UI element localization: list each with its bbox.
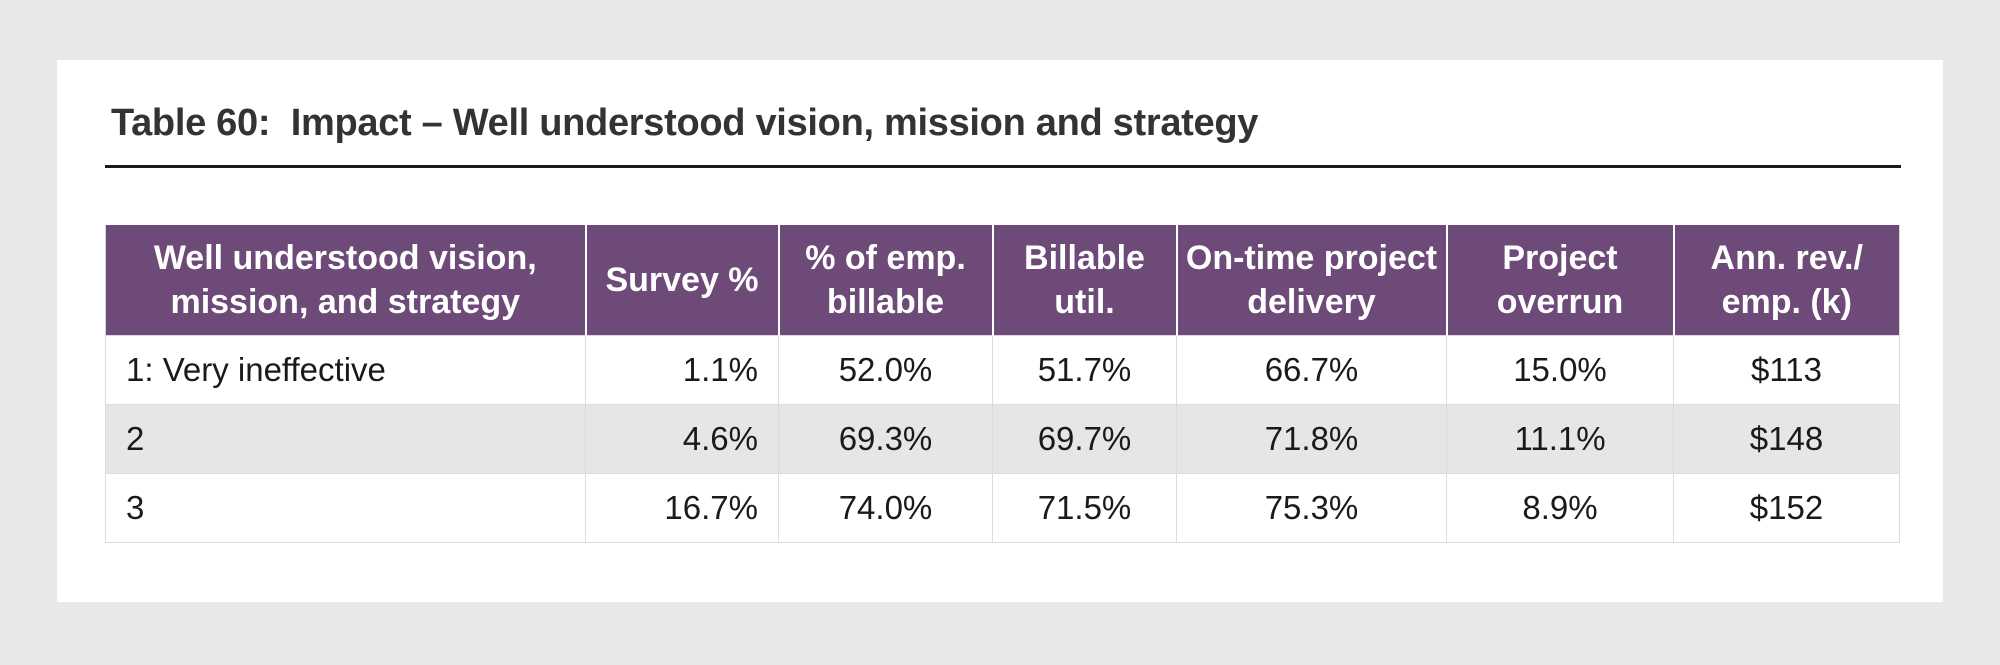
on-time-delivery-cell: 75.3% bbox=[1176, 473, 1447, 543]
billable-emp-cell: 69.3% bbox=[778, 404, 993, 474]
annual-revenue-cell: $148 bbox=[1673, 404, 1900, 474]
title-divider bbox=[105, 165, 1901, 168]
column-header-on-time-delivery: On-time project delivery bbox=[1175, 225, 1448, 336]
annual-revenue-cell: $113 bbox=[1673, 335, 1900, 405]
on-time-delivery-cell: 71.8% bbox=[1176, 404, 1447, 474]
billable-util-cell: 51.7% bbox=[992, 335, 1177, 405]
survey-cell: 1.1% bbox=[585, 335, 779, 405]
data-table: Well understood vision, mission, and str… bbox=[105, 225, 1900, 543]
column-header-project-overrun: Project overrun bbox=[1445, 225, 1675, 336]
column-header-billable-util: Billable util. bbox=[991, 225, 1178, 336]
column-header-survey: Survey % bbox=[584, 225, 780, 336]
billable-util-cell: 69.7% bbox=[992, 404, 1177, 474]
header-row: Well understood vision, mission, and str… bbox=[105, 225, 1900, 336]
row-label: 3 bbox=[105, 473, 586, 543]
project-overrun-cell: 11.1% bbox=[1446, 404, 1674, 474]
row-label: 2 bbox=[105, 404, 586, 474]
billable-emp-cell: 52.0% bbox=[778, 335, 993, 405]
survey-cell: 4.6% bbox=[585, 404, 779, 474]
billable-util-cell: 71.5% bbox=[992, 473, 1177, 543]
project-overrun-cell: 15.0% bbox=[1446, 335, 1674, 405]
column-header-billable-emp: % of emp. billable bbox=[777, 225, 994, 336]
annual-revenue-cell: $152 bbox=[1673, 473, 1900, 543]
survey-cell: 16.7% bbox=[585, 473, 779, 543]
table-card: Table 60: Impact – Well understood visio… bbox=[57, 60, 1943, 602]
column-header-vision: Well understood vision, mission, and str… bbox=[105, 225, 587, 336]
billable-emp-cell: 74.0% bbox=[778, 473, 993, 543]
row-label: 1: Very ineffective bbox=[105, 335, 586, 405]
column-header-annual-revenue: Ann. rev./ emp. (k) bbox=[1672, 225, 1900, 336]
table-row: 3 16.7% 74.0% 71.5% 75.3% 8.9% $152 bbox=[105, 473, 1900, 543]
project-overrun-cell: 8.9% bbox=[1446, 473, 1674, 543]
on-time-delivery-cell: 66.7% bbox=[1176, 335, 1447, 405]
table-row: 2 4.6% 69.3% 69.7% 71.8% 11.1% $148 bbox=[105, 404, 1900, 474]
table-title: Table 60: Impact – Well understood visio… bbox=[111, 102, 1259, 144]
table-row: 1: Very ineffective 1.1% 52.0% 51.7% 66.… bbox=[105, 335, 1900, 405]
